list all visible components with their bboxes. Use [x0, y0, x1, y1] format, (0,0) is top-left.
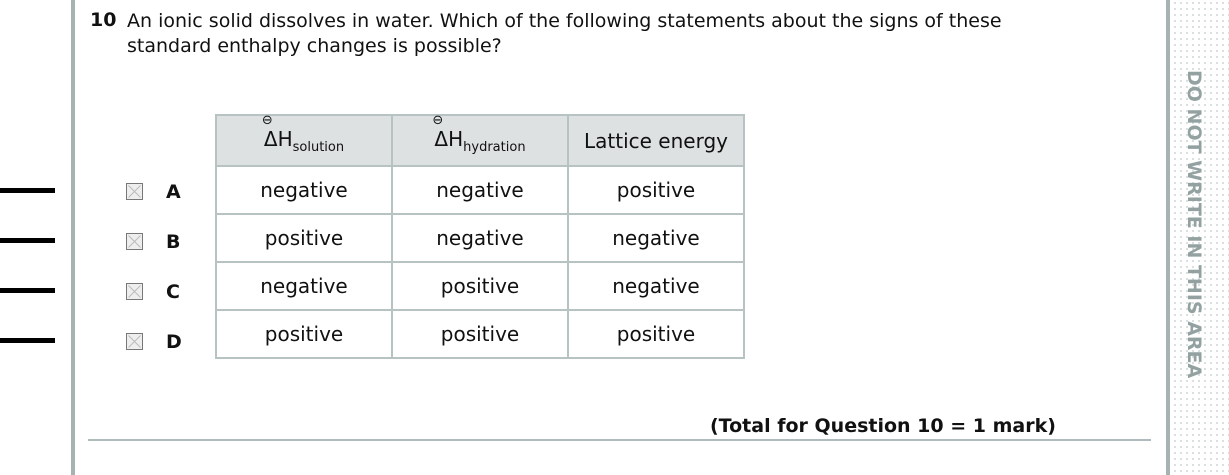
table-cell: positive: [215, 309, 393, 359]
symbol: ΔH: [263, 126, 293, 151]
answer-checkbox-c[interactable]: [126, 283, 143, 300]
margin-tick-mark: [0, 338, 55, 343]
table-row: negative positive negative: [215, 261, 745, 311]
table-cell: positive: [567, 165, 745, 215]
answer-checkbox-d[interactable]: [126, 333, 143, 350]
answer-table: ΔH ⊖ solution ΔH ⊖ hydration Lattice energy …: [215, 112, 745, 359]
option-letter-b: B: [166, 231, 181, 253]
do-not-write-area: [1172, 0, 1229, 475]
bottom-rule: [88, 439, 1151, 441]
standard-state-symbol: ⊖: [432, 112, 444, 128]
table-cell: negative: [391, 165, 569, 215]
table-header-row: ΔH ⊖ solution ΔH ⊖ hydration Lattice energy: [215, 112, 745, 167]
margin-tick-mark: [0, 188, 55, 193]
left-margin-rule: [71, 0, 75, 475]
option-letter-d: D: [166, 331, 182, 353]
question-text: An ionic solid dissolves in water. Which…: [127, 10, 1002, 57]
answer-checkbox-b[interactable]: [126, 233, 143, 250]
option-letter-a: A: [166, 181, 181, 203]
right-margin-rule: [1166, 0, 1170, 475]
table-row: positive positive positive: [215, 309, 745, 359]
table-cell: positive: [391, 261, 569, 311]
table-cell: positive: [391, 309, 569, 359]
table-cell: negative: [215, 261, 393, 311]
table-row: negative negative positive: [215, 165, 745, 215]
question-number: 10: [90, 9, 117, 31]
table-cell: negative: [391, 213, 569, 263]
symbol: ΔH: [434, 126, 464, 151]
table-cell: negative: [567, 213, 745, 263]
margin-warning-text: DO NOT WRITE IN THIS AREA: [1183, 70, 1205, 379]
margin-tick-mark: [0, 238, 55, 243]
table-cell: positive: [567, 309, 745, 359]
answer-checkbox-a[interactable]: [126, 183, 143, 200]
header-lattice-energy: Lattice energy: [567, 114, 745, 167]
standard-state-symbol: ⊖: [261, 112, 273, 128]
total-marks: (Total for Question 10 = 1 mark): [710, 415, 1056, 437]
option-letter-c: C: [166, 281, 180, 303]
header-dh-solution: ΔH ⊖ solution: [215, 112, 393, 167]
subscript: hydration: [463, 139, 526, 155]
margin-tick-mark: [0, 288, 55, 293]
table-row: positive negative negative: [215, 213, 745, 263]
header-dh-hydration: ΔH ⊖ hydration: [391, 112, 569, 167]
table-cell: negative: [567, 261, 745, 311]
subscript: solution: [292, 139, 345, 155]
table-cell: negative: [215, 165, 393, 215]
table-cell: positive: [215, 213, 393, 263]
